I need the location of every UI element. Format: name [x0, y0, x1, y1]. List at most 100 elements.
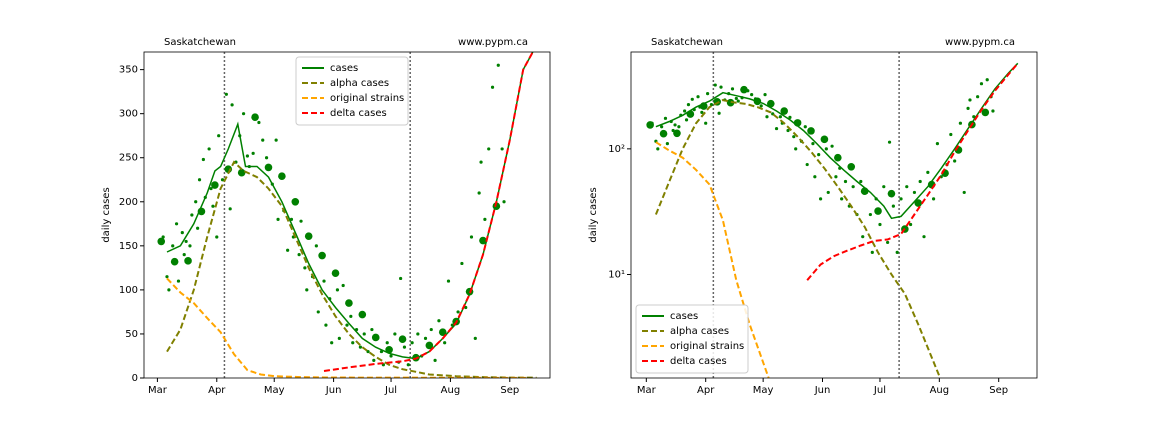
- daily-point: [696, 95, 700, 99]
- daily-point: [446, 279, 451, 283]
- daily-point: [794, 147, 798, 151]
- daily-point: [207, 147, 211, 151]
- weekly-point: [278, 172, 286, 181]
- axes-frame: [630, 51, 1038, 379]
- daily-point: [861, 235, 865, 239]
- daily-point: [406, 363, 410, 367]
- weekly-point: [820, 135, 829, 144]
- daily-point: [891, 204, 895, 208]
- daily-point: [496, 63, 500, 67]
- daily-point: [477, 191, 481, 195]
- daily-point: [953, 159, 957, 163]
- daily-point: [194, 200, 198, 204]
- daily-point: [389, 354, 393, 358]
- daily-point: [660, 125, 664, 129]
- region-label: Saskatchewan: [651, 37, 723, 48]
- daily-point: [180, 231, 184, 235]
- daily-point: [385, 341, 389, 345]
- daily-point: [437, 319, 441, 323]
- daily-point: [322, 279, 326, 283]
- daily-point: [464, 305, 468, 310]
- daily-point: [905, 185, 909, 189]
- daily-point: [909, 222, 913, 227]
- weekly-point: [874, 207, 882, 215]
- daily-point: [818, 197, 823, 201]
- legend-label: delta cases: [330, 108, 387, 119]
- daily-point: [197, 178, 202, 182]
- daily-point: [261, 138, 265, 142]
- daily-point: [241, 112, 246, 116]
- weekly-point: [646, 121, 654, 129]
- legend-label: cases: [670, 311, 698, 322]
- daily-point: [949, 132, 953, 137]
- daily-point: [257, 120, 261, 125]
- daily-point: [402, 345, 407, 349]
- y-tick-label: 250: [119, 153, 138, 164]
- daily-point: [473, 336, 477, 340]
- daily-point: [174, 222, 179, 226]
- daily-point: [704, 121, 708, 125]
- daily-point: [305, 288, 309, 292]
- x-tick-label: Apr: [208, 385, 226, 396]
- daily-point: [372, 358, 376, 362]
- daily-point: [763, 93, 767, 97]
- weekly-point: [740, 85, 748, 94]
- daily-point: [341, 283, 345, 288]
- plot-area: [157, 52, 537, 378]
- series-line: [806, 62, 1019, 281]
- daily-point: [224, 92, 228, 96]
- daily-point: [165, 275, 169, 279]
- y-tick-label: 150: [119, 241, 138, 252]
- daily-point: [730, 87, 735, 91]
- daily-point: [887, 140, 892, 144]
- weekly-point: [914, 199, 923, 207]
- daily-point: [788, 115, 792, 119]
- daily-point: [786, 128, 790, 133]
- daily-point: [351, 341, 355, 345]
- daily-point: [895, 250, 899, 254]
- daily-point: [286, 248, 290, 252]
- daily-point: [813, 175, 817, 179]
- daily-point: [706, 92, 710, 96]
- daily-point: [931, 197, 936, 201]
- daily-point: [759, 104, 763, 108]
- daily-point: [922, 235, 926, 239]
- daily-point: [878, 222, 882, 227]
- daily-point: [211, 204, 215, 208]
- axes-frame: [143, 51, 551, 379]
- subplot: Saskatchewan www.pypm.ca daily cases Mar Apr…: [101, 37, 551, 396]
- daily-point: [962, 190, 966, 195]
- series-line: [323, 52, 534, 372]
- legend-label: alpha cases: [670, 326, 729, 337]
- daily-point: [824, 147, 828, 151]
- daily-point: [443, 341, 447, 345]
- weekly-point: [425, 341, 434, 350]
- daily-point: [215, 235, 219, 239]
- y-tick-label: 0: [132, 373, 138, 384]
- plot-area: [646, 52, 1019, 378]
- series-line: [166, 277, 529, 378]
- daily-point: [870, 250, 874, 254]
- daily-point: [182, 253, 186, 257]
- x-tick-label: Sep: [989, 385, 1008, 396]
- daily-point: [416, 332, 420, 336]
- daily-point: [803, 125, 807, 129]
- daily-point: [778, 115, 782, 119]
- daily-point: [487, 147, 491, 151]
- daily-point: [171, 244, 175, 248]
- daily-point: [690, 97, 694, 101]
- weekly-point: [438, 328, 447, 336]
- daily-point: [345, 323, 349, 327]
- daily-point: [274, 138, 278, 142]
- daily-point: [303, 266, 307, 270]
- legend-label: alpha cases: [330, 78, 389, 89]
- series-line: [166, 160, 537, 378]
- daily-point: [479, 160, 483, 164]
- daily-point: [966, 106, 970, 110]
- daily-point: [717, 111, 721, 115]
- legend-box: [635, 304, 749, 374]
- x-tick-label: Aug: [930, 385, 950, 396]
- daily-point: [362, 332, 366, 336]
- daily-point: [830, 144, 834, 148]
- daily-point: [663, 116, 668, 120]
